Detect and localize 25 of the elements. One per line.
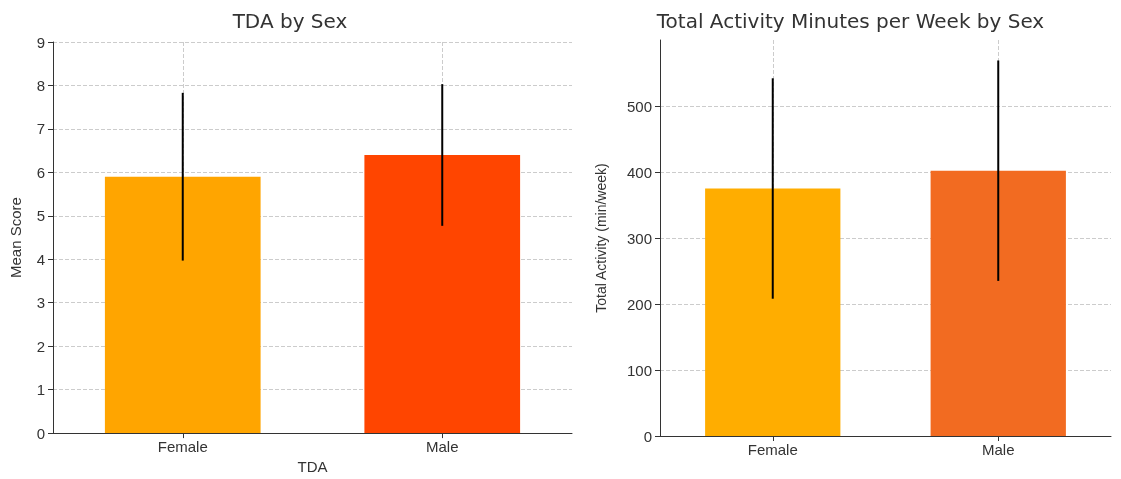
y-tick-label: 2	[36, 337, 45, 355]
y-tick-label: 5	[36, 207, 45, 225]
y-tick-label: 4	[36, 250, 45, 268]
y-axis-title: Mean Score	[7, 197, 24, 278]
y-tick-label: 8	[36, 76, 45, 94]
y-tick-label: 9	[36, 33, 45, 51]
chart-title: Total Activity Minutes per Week by Sex	[655, 9, 1045, 33]
y-tick-label: 200	[626, 295, 652, 313]
chart-title: TDA by Sex	[231, 9, 348, 33]
y-tick-label: 1	[36, 381, 45, 399]
y-tick-label: 100	[626, 361, 652, 379]
y-tick-label: 400	[626, 163, 652, 181]
y-tick-label: 0	[36, 424, 45, 442]
x-tick-label: Male	[981, 441, 1015, 458]
y-tick-label: 7	[36, 120, 45, 138]
y-axis-title: Total Activity (min/week)	[593, 163, 609, 313]
x-tick-label: Female	[747, 441, 798, 458]
x-tick-label: Male	[425, 438, 459, 456]
y-tick-label: 6	[36, 163, 45, 181]
y-tick-label: 3	[36, 294, 45, 312]
y-tick-label: 0	[643, 427, 652, 445]
y-tick-label: 300	[626, 229, 652, 247]
x-axis-title: TDA	[297, 458, 328, 475]
x-tick-label: Female	[157, 438, 208, 456]
y-tick-label: 500	[626, 97, 652, 115]
